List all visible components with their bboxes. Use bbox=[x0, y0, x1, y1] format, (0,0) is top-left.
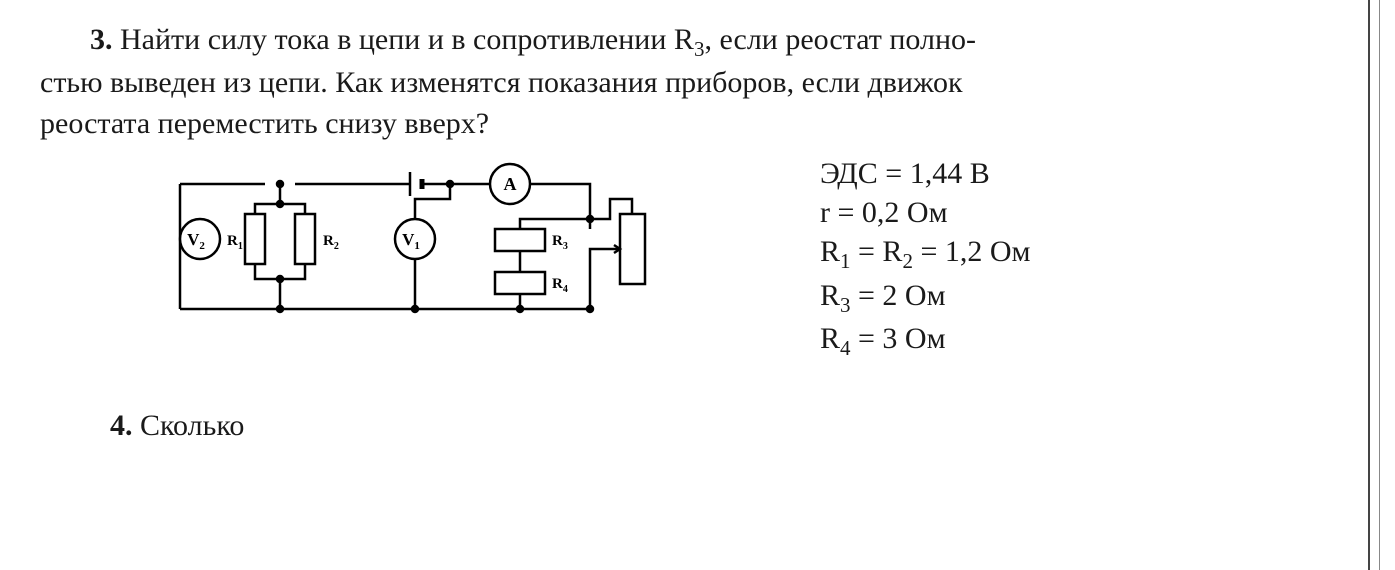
problem-number: 3. bbox=[90, 23, 113, 56]
v1-circle bbox=[395, 219, 435, 259]
problem-line2: стью выведен из цепи. Как изменятся пока… bbox=[40, 66, 963, 99]
node bbox=[277, 201, 283, 207]
page-edge-2 bbox=[1379, 0, 1380, 570]
r2-label: R2 bbox=[323, 233, 339, 252]
r4-box bbox=[495, 272, 545, 294]
node bbox=[277, 276, 283, 282]
given-data: ЭДС = 1,44 В r = 0,2 Ом R1 = R2 = 1,2 Ом… bbox=[820, 154, 1031, 362]
problem-line1-a: Найти силу тока в цепи и в сопротивлении… bbox=[120, 23, 694, 56]
node bbox=[517, 306, 523, 312]
problem-line1-b: , если реостат полно- bbox=[704, 23, 976, 56]
node bbox=[587, 306, 593, 312]
content-row: A V2 V1 R1 R2 R3 R4 ЭДС = 1,44 В r = 0,2… bbox=[40, 154, 1355, 384]
wire bbox=[415, 184, 450, 219]
circuit-diagram: A V2 V1 R1 R2 R3 R4 bbox=[140, 154, 700, 384]
page-edge bbox=[1368, 0, 1370, 570]
wire bbox=[280, 264, 305, 279]
wire bbox=[590, 284, 632, 299]
rheostat-box bbox=[620, 214, 645, 284]
wire bbox=[590, 249, 605, 309]
circuit-svg: A V2 V1 R1 R2 R3 R4 bbox=[140, 154, 700, 384]
wire bbox=[530, 184, 590, 209]
wire bbox=[255, 264, 280, 279]
wire bbox=[520, 219, 590, 229]
r3-box bbox=[495, 229, 545, 251]
page: 3. Найти силу тока в цепи и в сопротивле… bbox=[0, 0, 1395, 570]
r1-label: R1 bbox=[227, 233, 243, 252]
node bbox=[277, 181, 283, 187]
next-problem-partial: 4. Сколько bbox=[110, 409, 1355, 443]
data-r: r = 0,2 Ом bbox=[820, 193, 1031, 232]
problem-r3-sub: 3 bbox=[694, 37, 705, 61]
r1-box bbox=[245, 214, 265, 264]
data-emf: ЭДС = 1,44 В bbox=[820, 154, 1031, 193]
v2-circle bbox=[180, 219, 220, 259]
r3-label: R3 bbox=[552, 233, 568, 252]
node bbox=[277, 306, 283, 312]
problem-text-block: 3. Найти силу тока в цепи и в сопротивле… bbox=[40, 20, 1355, 144]
data-r3: R3 = 2 Ом bbox=[820, 276, 1031, 319]
ammeter-label: A bbox=[504, 174, 517, 194]
data-r4: R4 = 3 Ом bbox=[820, 319, 1031, 362]
problem-line3: реостата переместить снизу вверх? bbox=[40, 107, 489, 140]
r4-label: R4 bbox=[552, 276, 568, 295]
r2-box bbox=[295, 214, 315, 264]
data-r1r2: R1 = R2 = 1,2 Ом bbox=[820, 232, 1031, 275]
node bbox=[447, 181, 453, 187]
